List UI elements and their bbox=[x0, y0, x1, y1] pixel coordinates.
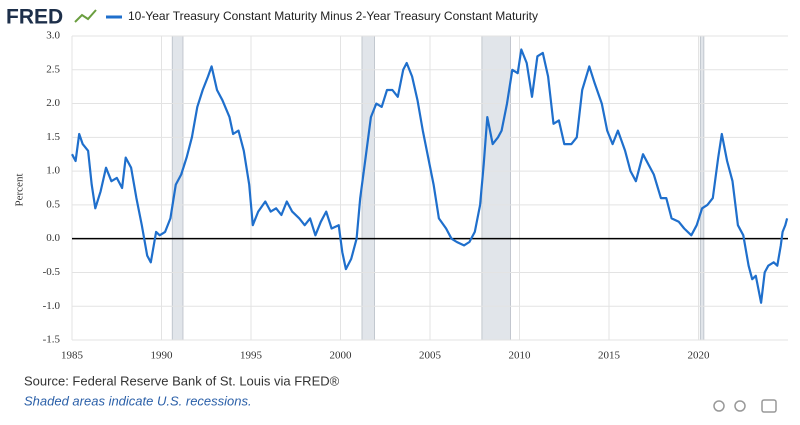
x-tick-label: 2000 bbox=[330, 350, 353, 362]
toolbar-icons bbox=[713, 399, 777, 413]
logo-icon bbox=[74, 9, 97, 23]
recession-band bbox=[361, 35, 375, 341]
series-line bbox=[71, 48, 789, 304]
y-tick-label: -1.0 bbox=[43, 300, 61, 312]
y-tick-label: 0.5 bbox=[46, 198, 60, 210]
x-tick-label: 2005 bbox=[419, 350, 442, 362]
y-tick-label: 0.0 bbox=[46, 232, 60, 244]
y-tick-label: 1.0 bbox=[46, 165, 60, 177]
y-tick-label: 1.5 bbox=[46, 131, 60, 143]
recession-band bbox=[699, 35, 705, 341]
y-tick-label: 2.0 bbox=[46, 97, 60, 109]
x-tick-label: 1985 bbox=[61, 350, 84, 362]
y-tick-label: -1.5 bbox=[43, 334, 61, 346]
recession-band bbox=[481, 35, 511, 341]
x-tick-label: 2020 bbox=[688, 350, 711, 362]
note: Shaded areas indicate U.S. recessions. bbox=[24, 393, 252, 408]
x-tick-label: 1995 bbox=[240, 350, 263, 362]
logo: FRED bbox=[6, 6, 63, 29]
x-tick-label: 2010 bbox=[509, 350, 532, 362]
x-tick-label: 2015 bbox=[598, 350, 621, 362]
y-axis-label: Percent bbox=[14, 174, 26, 207]
legend-label: 10-Year Treasury Constant Maturity Minus… bbox=[128, 9, 538, 23]
recession-band bbox=[171, 35, 184, 341]
y-tick-label: -0.5 bbox=[43, 266, 61, 278]
x-tick-label: 1990 bbox=[151, 350, 174, 362]
source: Source: Federal Reserve Bank of St. Loui… bbox=[24, 373, 340, 388]
y-tick-label: 3.0 bbox=[46, 30, 60, 42]
y-tick-label: 2.5 bbox=[46, 63, 60, 75]
